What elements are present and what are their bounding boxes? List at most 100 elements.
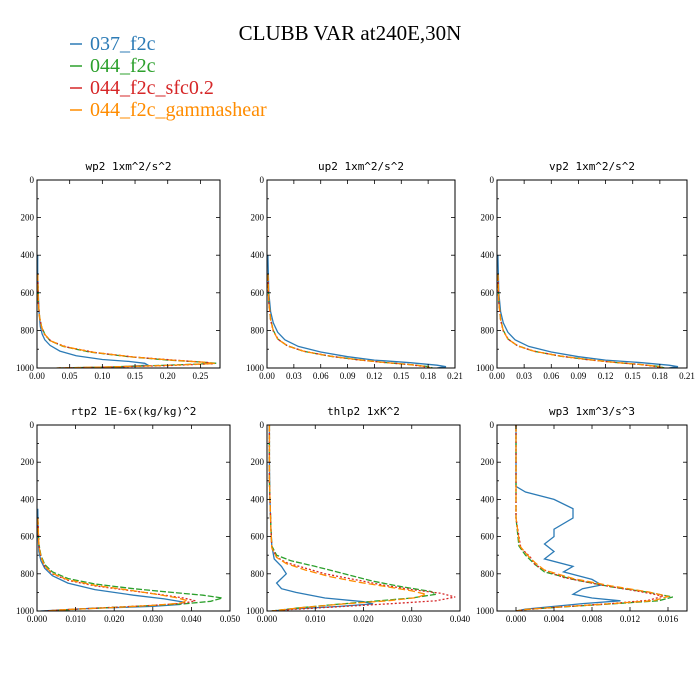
series-line [37, 517, 190, 611]
series-line [268, 425, 438, 611]
series-line [267, 255, 447, 368]
y-tick-label: 1000 [246, 363, 265, 373]
x-tick-label: 0.00 [29, 371, 45, 381]
series-line [268, 425, 374, 611]
x-tick-label: 0.12 [598, 371, 614, 381]
y-tick-label: 200 [481, 457, 495, 467]
series-line [267, 273, 432, 368]
x-tick-label: 0.09 [571, 371, 587, 381]
series-line [37, 273, 217, 368]
x-tick-label: 0.010 [65, 614, 86, 624]
y-tick-label: 800 [21, 569, 35, 579]
x-tick-label: 0.008 [582, 614, 603, 624]
x-tick-label: 0.18 [420, 371, 436, 381]
panel-title: rtp2 1E-6x(kg/kg)^2 [71, 405, 197, 418]
y-tick-label: 400 [21, 250, 35, 260]
y-tick-label: 600 [251, 532, 265, 542]
panel-title: vp2 1xm^2/s^2 [549, 160, 635, 173]
x-tick-label: 0.05 [62, 371, 78, 381]
y-tick-label: 0 [260, 420, 265, 430]
y-tick-label: 0 [490, 420, 495, 430]
x-tick-label: 0.03 [516, 371, 532, 381]
panel-title: wp3 1xm^3/s^3 [549, 405, 635, 418]
panel-title: up2 1xm^2/s^2 [318, 160, 404, 173]
x-tick-label: 0.21 [447, 371, 463, 381]
x-tick-label: 0.012 [620, 614, 640, 624]
y-tick-label: 0 [490, 175, 495, 185]
legend-entry: 044_f2c_sfc0.2 [70, 77, 214, 99]
legend-label: 044_f2c_gammashear [90, 99, 267, 121]
y-tick-label: 400 [21, 494, 35, 504]
x-tick-label: 0.040 [450, 614, 471, 624]
x-tick-label: 0.06 [313, 371, 329, 381]
y-tick-label: 0 [30, 175, 35, 185]
y-tick-label: 1000 [16, 606, 35, 616]
x-tick-label: 0.15 [393, 371, 409, 381]
panel-title: thlp2 1xK^2 [327, 405, 400, 418]
series-line [267, 273, 433, 368]
x-tick-label: 0.20 [160, 371, 176, 381]
series-line [37, 255, 151, 368]
legend-label: 037_f2c [90, 33, 156, 55]
x-tick-label: 0.016 [658, 614, 679, 624]
series-line [497, 273, 663, 368]
series-line [497, 273, 661, 368]
y-tick-label: 0 [260, 175, 265, 185]
y-tick-label: 200 [21, 457, 35, 467]
x-tick-label: 0.15 [127, 371, 143, 381]
y-tick-label: 800 [251, 325, 265, 335]
y-tick-label: 200 [21, 213, 35, 223]
axis-frame [266, 179, 456, 369]
x-tick-label: 0.12 [367, 371, 383, 381]
x-tick-label: 0.10 [94, 371, 110, 381]
x-tick-label: 0.020 [353, 614, 374, 624]
y-tick-label: 200 [251, 457, 265, 467]
x-tick-label: 0.030 [402, 614, 423, 624]
x-tick-label: 0.00 [259, 371, 275, 381]
y-tick-label: 600 [21, 288, 35, 298]
x-tick-label: 0.030 [143, 614, 164, 624]
series-line [37, 273, 215, 368]
legend-entry: 044_f2c [70, 55, 156, 77]
y-tick-label: 400 [481, 250, 495, 260]
y-tick-label: 400 [481, 494, 495, 504]
x-tick-label: 0.03 [286, 371, 302, 381]
y-tick-label: 600 [481, 532, 495, 542]
y-tick-label: 400 [251, 494, 265, 504]
y-tick-label: 800 [481, 569, 495, 579]
series-line [37, 517, 223, 611]
axis-frame [496, 179, 688, 369]
x-tick-label: 0.18 [652, 371, 668, 381]
y-tick-label: 200 [481, 213, 495, 223]
x-tick-label: 0.15 [625, 371, 641, 381]
x-tick-label: 0.050 [220, 614, 241, 624]
series-line [515, 425, 673, 611]
y-tick-label: 1000 [16, 363, 35, 373]
panel: rtp2 1E-6x(kg/kg)^2 0 200 400 600 800 10000.00… [16, 405, 241, 624]
y-tick-label: 400 [251, 250, 265, 260]
y-tick-label: 0 [30, 420, 35, 430]
series-line [497, 255, 679, 368]
x-tick-label: 0.25 [193, 371, 209, 381]
series-line [37, 273, 214, 368]
series-line [268, 425, 429, 611]
x-tick-label: 0.010 [305, 614, 326, 624]
legend-entry: 037_f2c [70, 33, 156, 55]
axis-frame [36, 179, 221, 369]
axis-frame [36, 424, 231, 612]
series-line [268, 425, 456, 611]
panel-title: wp2 1xm^2/s^2 [85, 160, 171, 173]
y-tick-label: 800 [481, 325, 495, 335]
y-tick-label: 600 [21, 532, 35, 542]
x-tick-label: 0.000 [257, 614, 278, 624]
x-tick-label: 0.21 [679, 371, 695, 381]
legend: 037_f2c044_f2c044_f2c_sfc0.2044_f2c_gamm… [70, 33, 267, 121]
y-tick-label: 800 [251, 569, 265, 579]
x-tick-label: 0.000 [27, 614, 48, 624]
x-tick-label: 0.040 [181, 614, 202, 624]
